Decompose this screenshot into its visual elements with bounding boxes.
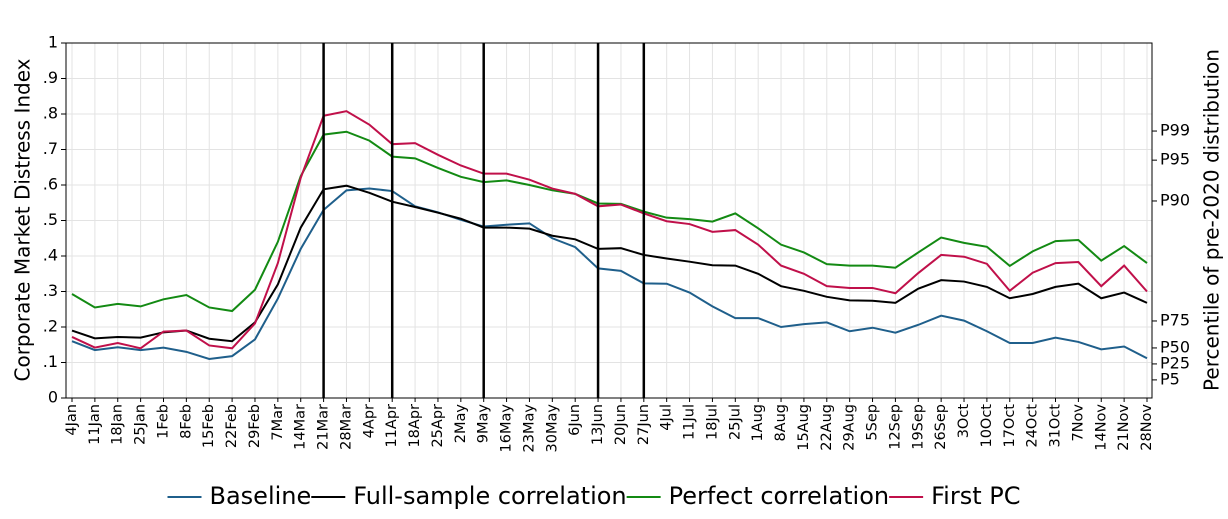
x-tick-label: 29Aug [842,404,858,451]
x-tick-label: 4Jan [64,404,80,436]
series-line [71,184,1148,343]
y-tick-label: .4 [43,246,58,265]
x-tick-label: 11Jul [682,404,698,440]
x-tick-label: 13Jun [590,404,606,445]
legend-label: Full-sample correlation [353,482,626,510]
x-tick-label: 9May [476,404,492,444]
x-tick-label: 10Oct [979,404,995,448]
x-tick-label: 27Jun [636,404,652,445]
x-tick-label: 16May [499,404,515,453]
x-tick-label: 4Apr [361,404,377,438]
x-tick-label: 25Apr [430,404,446,448]
y2-tick-label: P75 [1160,310,1190,329]
x-tick-label: 7Mar [270,404,286,441]
y-tick-label: 0 [48,388,58,407]
x-tick-label: 12Sep [887,404,903,450]
y2-tick-label: P99 [1160,121,1190,140]
y2-tick-label: P95 [1160,150,1190,169]
y-tick-label: .5 [43,210,58,229]
plot-frame [65,42,1153,399]
y2-tick-label: P90 [1160,190,1190,209]
x-tick-label: 20Jun [613,404,629,445]
y-tick-label: .2 [43,317,58,336]
x-tick-label: 25Jul [727,404,743,440]
x-tick-label: 11Jan [87,404,103,445]
x-tick-label: 18Jan [110,404,126,445]
x-tick-label: 31Oct [1048,404,1064,448]
x-tick-label: 6Jun [567,404,583,436]
y2-tick-label: P5 [1160,369,1180,388]
x-tick-label: 2May [453,404,469,444]
y2-tick-label: P25 [1160,353,1190,372]
x-tick-label: 25Jan [133,404,149,445]
x-tick-label: 15Feb [201,404,217,448]
x-tick-label: 17Oct [1002,404,1018,448]
series-line [71,130,1148,313]
y-tick-label: .8 [43,104,58,123]
x-tick-label: 15Aug [796,404,812,451]
legend-label: Perfect correlation [669,482,889,510]
x-tick-label: 23May [521,404,537,453]
legend-label: First PC [931,482,1020,510]
x-tick-label: 18Jul [704,404,720,440]
x-tick-label: 24Oct [1025,404,1041,448]
x-tick-label: 28Nov [1139,404,1155,451]
x-tick-label: 21Nov [1116,404,1132,451]
x-tick-label: 3Oct [956,404,972,439]
y-tick-label: .9 [43,68,58,87]
y-tick-label: .6 [43,175,58,194]
legend-label: Baseline [210,482,312,510]
x-tick-label: 18Apr [407,404,423,448]
x-tick-label: 19Sep [910,404,926,450]
x-tick-label: 1Aug [750,404,766,442]
x-tick-label: 22Aug [819,404,835,451]
series-line [71,110,1148,350]
x-tick-label: 11Apr [384,404,400,448]
x-tick-label: 5Sep [865,404,881,441]
x-tick-label: 29Feb [247,404,263,448]
x-tick-label: 8Aug [773,404,789,442]
x-tick-label: 28Mar [338,404,354,450]
y2-tick-label: P50 [1160,337,1190,356]
x-tick-label: 7Nov [1070,404,1086,442]
series-line [71,187,1148,360]
x-tick-label: 22Feb [224,404,240,448]
y-axis-label: Corporate Market Distress Index [11,58,35,381]
y-tick-label: .3 [43,281,58,300]
x-tick-label: 14Nov [1093,404,1109,451]
y-tick-label: .7 [43,139,58,158]
y-tick-label: 1 [48,33,58,52]
x-tick-label: 21Mar [316,404,332,450]
x-tick-label: 4Jul [659,404,675,431]
x-tick-label: 26Sep [933,404,949,450]
x-tick-label: 30May [544,404,560,453]
x-tick-label: 8Feb [178,404,194,439]
x-tick-label: 1Feb [155,404,171,439]
x-tick-label: 14Mar [293,404,309,450]
y2-axis-label: Percentile of pre-2020 distribution [1200,49,1224,391]
y-tick-label: .1 [43,352,58,371]
